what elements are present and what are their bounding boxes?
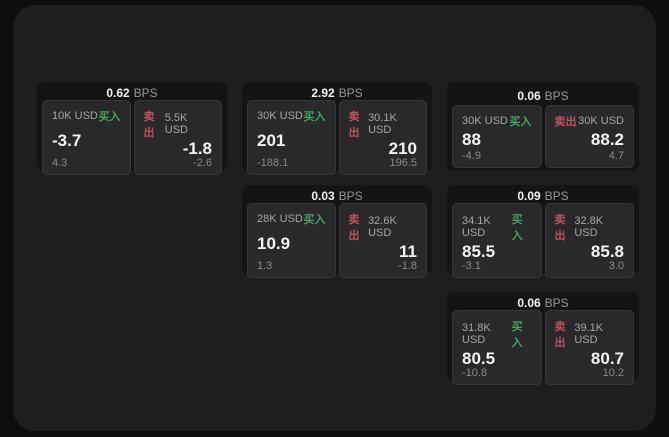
sell-quote-tile[interactable]: 卖出 30.1K USD 210 196.5 (338, 100, 427, 175)
buy-quote-tile[interactable]: 34.1K USD 买入 85.5 -3.1 (452, 203, 542, 278)
spread-unit: BPS (338, 86, 363, 100)
buy-delta: -10.8 (462, 367, 488, 379)
sell-delta: 10.2 (602, 367, 624, 379)
sell-quote-tile[interactable]: 卖出 30K USD 88.2 4.7 (544, 105, 634, 168)
sell-delta: 3.0 (608, 260, 624, 272)
spread-unit: BPS (133, 86, 158, 100)
spread-header: 2.92 BPS (247, 86, 427, 100)
spread-unit: BPS (544, 296, 569, 310)
spread-unit: BPS (544, 189, 569, 203)
spread-value: 0.62 (106, 86, 130, 100)
sell-price: 210 (388, 139, 417, 158)
buy-delta: 1.3 (257, 260, 273, 272)
sell-size-label: 32.6K USD (368, 215, 397, 239)
buy-price: 10.9 (257, 234, 291, 253)
sell-side-label: 卖出 (348, 214, 360, 242)
quote-body: 10K USD 买入 -3.7 4.3 卖出 5.5K USD -1.8 -2.… (42, 100, 222, 175)
sell-size-label: 5.5K USD (164, 112, 188, 136)
quote-body: 28K USD 买入 10.9 1.3 卖出 32.6K USD 11 -1.8 (247, 203, 427, 278)
buy-quote-tile[interactable]: 10K USD 买入 -3.7 4.3 (42, 100, 131, 175)
buy-price: 201 (257, 131, 286, 150)
spread-header: 0.06 BPS (452, 86, 634, 105)
buy-size-label: 30K USD (257, 110, 303, 122)
buy-quote-tile[interactable]: 30K USD 买入 88 -4.9 (452, 105, 542, 168)
buy-price: 80.5 (462, 349, 496, 368)
buy-size-label: 31.8K USD (462, 322, 491, 346)
buy-price: -3.7 (52, 131, 82, 150)
sell-side-label: 卖出 (554, 214, 566, 242)
sell-side-label: 卖出 (143, 111, 155, 139)
buy-size-label: 10K USD (52, 110, 98, 122)
sell-quote-tile[interactable]: 卖出 32.8K USD 85.8 3.0 (544, 203, 634, 278)
sell-quote-tile[interactable]: 卖出 5.5K USD -1.8 -2.6 (133, 100, 222, 175)
quote-card: 0.06 BPS 30K USD 买入 88 -4.9 卖出 30K USD 8… (447, 82, 639, 171)
sell-price: 88.2 (590, 130, 624, 149)
quote-card: 0.62 BPS 10K USD 买入 -3.7 4.3 卖出 5.5K USD… (37, 82, 227, 175)
buy-side-label: 买入 (303, 214, 326, 226)
buy-delta: -4.9 (462, 150, 481, 162)
buy-side-label: 买入 (303, 111, 326, 123)
buy-delta: 4.3 (52, 157, 68, 169)
spread-header: 0.09 BPS (452, 189, 634, 203)
buy-side-label: 买入 (509, 116, 532, 128)
buy-side-label: 买入 (511, 321, 523, 349)
quotes-panel: 0.62 BPS 10K USD 买入 -3.7 4.3 卖出 5.5K USD… (13, 5, 656, 431)
buy-quote-tile[interactable]: 31.8K USD 买入 80.5 -10.8 (452, 310, 542, 385)
spread-unit: BPS (338, 189, 363, 203)
sell-price: 11 (399, 242, 417, 261)
sell-quote-tile[interactable]: 卖出 39.1K USD 80.7 10.2 (544, 310, 634, 385)
sell-delta: -2.6 (193, 157, 212, 169)
quote-body: 34.1K USD 买入 85.5 -3.1 卖出 32.8K USD 85.8… (452, 203, 634, 278)
sell-size-label: 30.1K USD (368, 112, 397, 136)
buy-side-label: 买入 (511, 214, 523, 242)
sell-size-label: 30K USD (578, 115, 624, 127)
spread-value: 0.06 (517, 296, 541, 310)
sell-delta: -1.8 (398, 260, 417, 272)
sell-size-label: 39.1K USD (574, 322, 604, 346)
quote-card: 0.03 BPS 28K USD 买入 10.9 1.3 卖出 32.6K US… (242, 185, 432, 278)
buy-size-label: 30K USD (462, 115, 508, 127)
spread-header: 0.06 BPS (452, 296, 634, 310)
sell-delta: 4.7 (608, 150, 624, 162)
sell-price: 80.7 (590, 349, 624, 368)
quote-body: 30K USD 买入 201 -188.1 卖出 30.1K USD 210 1… (247, 100, 427, 175)
spread-value: 0.09 (517, 189, 541, 203)
sell-side-label: 卖出 (554, 116, 577, 128)
buy-quote-tile[interactable]: 28K USD 买入 10.9 1.3 (247, 203, 336, 278)
spread-header: 0.03 BPS (247, 189, 427, 203)
spread-unit: BPS (544, 88, 569, 103)
quote-card: 0.09 BPS 34.1K USD 买入 85.5 -3.1 卖出 32.8K… (447, 185, 639, 278)
sell-side-label: 卖出 (348, 111, 360, 139)
sell-delta: 196.5 (389, 157, 417, 169)
buy-delta: -3.1 (462, 260, 481, 272)
sell-size-label: 32.8K USD (574, 215, 604, 239)
spread-value: 0.06 (517, 88, 541, 103)
sell-price: -1.8 (182, 139, 212, 158)
quote-body: 31.8K USD 买入 80.5 -10.8 卖出 39.1K USD 80.… (452, 310, 634, 385)
buy-size-label: 28K USD (257, 213, 303, 225)
buy-delta: -188.1 (257, 157, 289, 169)
quote-card: 2.92 BPS 30K USD 买入 201 -188.1 卖出 30.1K … (242, 82, 432, 175)
spread-value: 2.92 (311, 86, 335, 100)
buy-price: 85.5 (462, 242, 496, 261)
sell-price: 85.8 (590, 242, 624, 261)
spread-header: 0.62 BPS (42, 86, 222, 100)
buy-side-label: 买入 (98, 111, 121, 123)
sell-quote-tile[interactable]: 卖出 32.6K USD 11 -1.8 (338, 203, 427, 278)
spread-value: 0.03 (311, 189, 335, 203)
buy-size-label: 34.1K USD (462, 215, 491, 239)
quote-body: 30K USD 买入 88 -4.9 卖出 30K USD 88.2 4.7 (452, 105, 634, 168)
buy-price: 88 (462, 130, 481, 149)
buy-quote-tile[interactable]: 30K USD 买入 201 -188.1 (247, 100, 336, 175)
sell-side-label: 卖出 (554, 321, 566, 349)
quote-card: 0.06 BPS 31.8K USD 买入 80.5 -10.8 卖出 39.1… (447, 292, 639, 385)
